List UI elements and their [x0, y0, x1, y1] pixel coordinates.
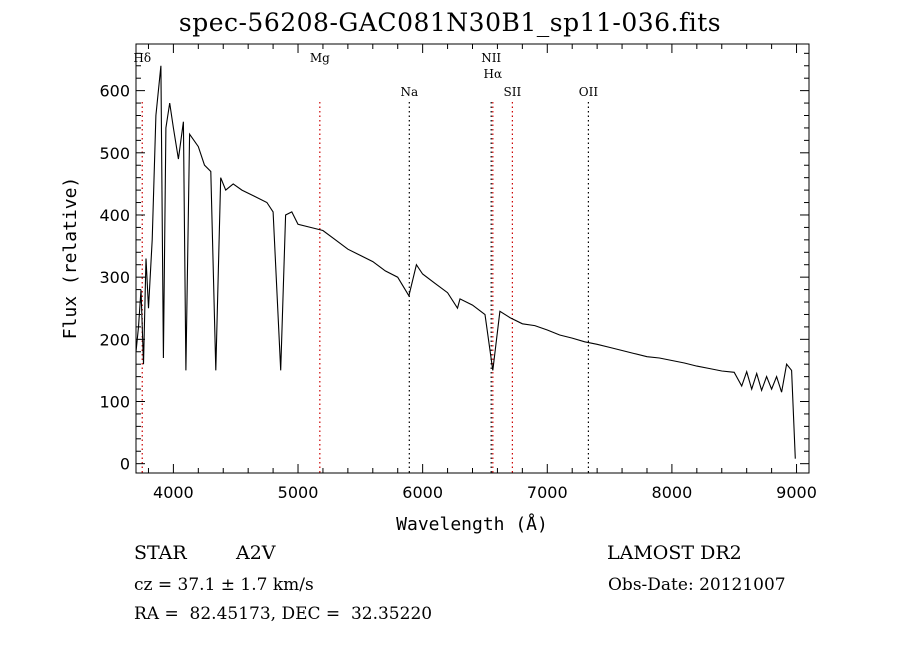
- line-marker-label: OII: [579, 85, 599, 99]
- y-tick-label: 400: [99, 206, 130, 225]
- line-marker-label: Mg: [310, 51, 330, 65]
- redshift-text: cz = 37.1 ± 1.7 km/s: [134, 575, 314, 595]
- object-class-label: STAR: [134, 542, 187, 564]
- y-tick-label: 200: [99, 330, 130, 349]
- plot-frame: [135, 43, 810, 474]
- line-marker-label: SII: [504, 85, 522, 99]
- y-tick-label: 300: [99, 268, 130, 287]
- x-tick-label: 5000: [278, 483, 319, 502]
- x-tick-label: 7000: [527, 483, 568, 502]
- line-marker-label: Na: [400, 85, 418, 99]
- coordinates-text: RA = 82.45173, DEC = 32.35220: [134, 604, 433, 624]
- x-tick-label: 6000: [402, 483, 443, 502]
- x-tick-label: 9000: [776, 483, 817, 502]
- x-axis-label: Wavelength (Å): [396, 513, 548, 535]
- line-marker-label: NII: [481, 51, 501, 65]
- y-tick-label: 600: [99, 82, 130, 101]
- y-tick-label: 0: [120, 455, 130, 474]
- y-tick-label: 100: [99, 393, 130, 412]
- spectrum-line: [135, 65, 796, 459]
- x-tick-label: 8000: [652, 483, 693, 502]
- line-marker-label: Hδ: [133, 51, 151, 65]
- chart-title: spec-56208-GAC081N30B1_sp11-036.fits: [178, 8, 722, 37]
- x-axis: 4000 5000 6000 7000 8000 9000: [147, 44, 817, 502]
- y-tick-label: 500: [99, 144, 130, 163]
- survey-label: LAMOST DR2: [607, 542, 742, 564]
- spectral-subclass: A2V: [236, 542, 276, 564]
- line-marker-label: Hα: [484, 67, 503, 81]
- x-tick-label: 4000: [153, 483, 194, 502]
- y-axis: 0 100 200 300 400 500 600: [99, 52, 809, 474]
- obs-date-text: Obs-Date: 20121007: [608, 575, 786, 595]
- y-axis-label: Flux (relative): [60, 177, 81, 340]
